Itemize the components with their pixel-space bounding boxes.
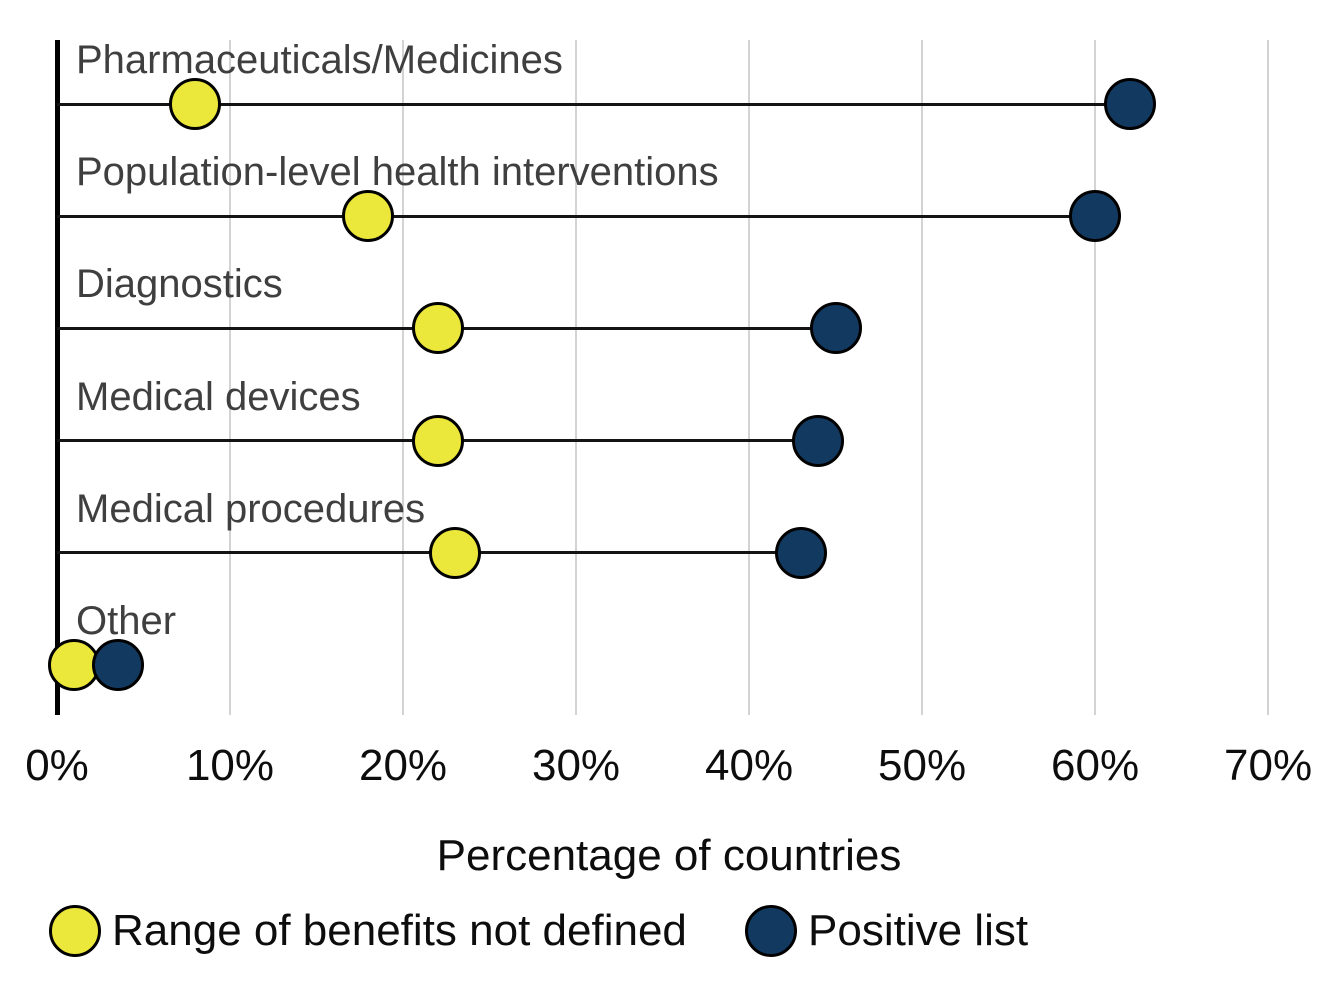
dot-positive-list [1103, 78, 1156, 130]
legend-label: Range of benefits not defined [112, 906, 687, 955]
dot-positive-list [809, 302, 862, 355]
legend-label: Positive list [808, 906, 1029, 955]
legend-item-positive-list: Positive list [745, 905, 1028, 957]
gridline-60 [1094, 40, 1097, 715]
x-tick-label-40: 40% [705, 741, 794, 790]
legend-item-range-not-defined: Range of benefits not defined [49, 905, 687, 957]
gridline-40 [748, 40, 751, 715]
gridline-70 [1267, 40, 1270, 715]
dot-positive-list [792, 414, 845, 467]
category-label: Population-level health interventions [76, 150, 719, 195]
gridline-10 [229, 40, 231, 715]
legend-swatch-positive-list [745, 905, 797, 957]
category-label: Medical devices [76, 374, 361, 419]
x-tick-label-50: 50% [878, 741, 967, 790]
y-axis-line [55, 40, 60, 715]
dot-range-not-defined [342, 190, 395, 243]
x-tick-label-0: 0% [25, 741, 89, 790]
x-tick-label-30: 30% [531, 741, 621, 790]
x-tick-label-10: 10% [185, 741, 275, 790]
dot-positive-list [1069, 190, 1122, 243]
gridline-30 [575, 40, 578, 715]
x-tick-label-60: 60% [1051, 741, 1140, 790]
dot-range-not-defined [169, 78, 222, 130]
row-stem [57, 102, 1130, 106]
row-stem [57, 214, 1096, 218]
legend-swatch-range-not-defined [49, 905, 101, 957]
category-label: Pharmaceuticals/Medicines [76, 38, 563, 82]
x-axis-title: Percentage of countries [436, 831, 902, 880]
x-tick-label-70: 70% [1224, 741, 1313, 790]
category-label: Medical procedures [76, 486, 426, 531]
dot-range-not-defined [428, 526, 481, 579]
plot-area: Pharmaceuticals/Medicines Population-leve… [48, 38, 1320, 715]
dot-range-not-defined [411, 302, 464, 355]
dot-range-not-defined [411, 414, 464, 467]
gridline-20 [402, 40, 405, 715]
gridline-50 [921, 40, 924, 715]
dot-positive-list [774, 526, 827, 579]
category-label: Other [76, 599, 177, 643]
dot-positive-list [91, 639, 144, 691]
x-tick-label-20: 20% [358, 741, 448, 790]
category-label: Diagnostics [76, 262, 283, 307]
